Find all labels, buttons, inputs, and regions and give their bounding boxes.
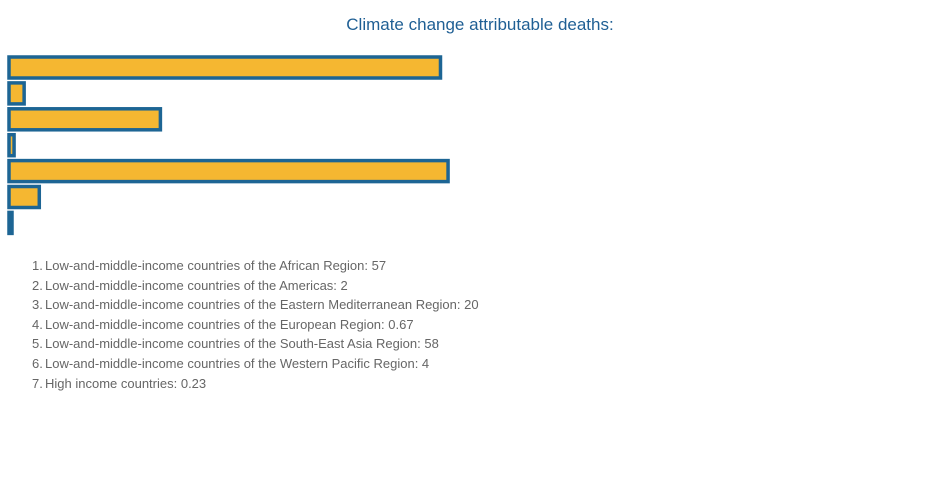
legend-item-3: 3. Low-and-middle-income countries of the… [32, 295, 479, 315]
legend-item-number: 4. [32, 316, 43, 332]
legend-item-number: 6. [32, 355, 43, 371]
bar-6 [7, 184, 42, 210]
chart-title: Climate change attributable deaths: [346, 15, 614, 34]
bar-7 [7, 210, 14, 236]
bar-5 [7, 158, 450, 184]
bar-3 [7, 107, 163, 132]
bar-1 [7, 55, 443, 80]
legend-item-4: 4. Low-and-middle-income countries of the… [32, 315, 479, 335]
legend-item-number: 2. [32, 277, 43, 293]
legend-item-label: Low-and-middle-income countries of the A… [45, 258, 387, 273]
legend-item-label: Low-and-middle-income countries of the E… [45, 297, 479, 313]
legend-item-5: 5. Low-and-middle-income countries of the… [32, 334, 479, 354]
bar-4 [7, 132, 16, 158]
legend-item-2: 2. Low-and-middle-income countries of the… [32, 276, 479, 296]
legend-item-label: High income countries: 0.23 [45, 375, 207, 391]
legend-item-number: 1. [32, 258, 43, 273]
legend-item-1: 1. Low-and-middle-income countries of the… [32, 256, 479, 276]
legend-item-number: 3. [32, 297, 43, 313]
legend-item-6: 6. Low-and-middle-income countries of the… [32, 354, 479, 374]
legend-item-number: 7. [32, 375, 43, 391]
legend-item-number: 5. [32, 336, 43, 352]
bar-2 [7, 81, 26, 106]
legend-item-label: Low-and-middle-income countries of the A… [45, 277, 348, 293]
legend-item-label: Low-and-middle-income countries of the S… [45, 336, 439, 352]
legend-item-7: 7. High income countries: 0.23 [32, 374, 479, 394]
legend-item-label: Low-and-middle-income countries of the W… [45, 355, 430, 371]
legend-item-label: Low-and-middle-income countries of the E… [45, 316, 414, 332]
legend-list: 1. Low-and-middle-income countries of the… [32, 256, 479, 394]
